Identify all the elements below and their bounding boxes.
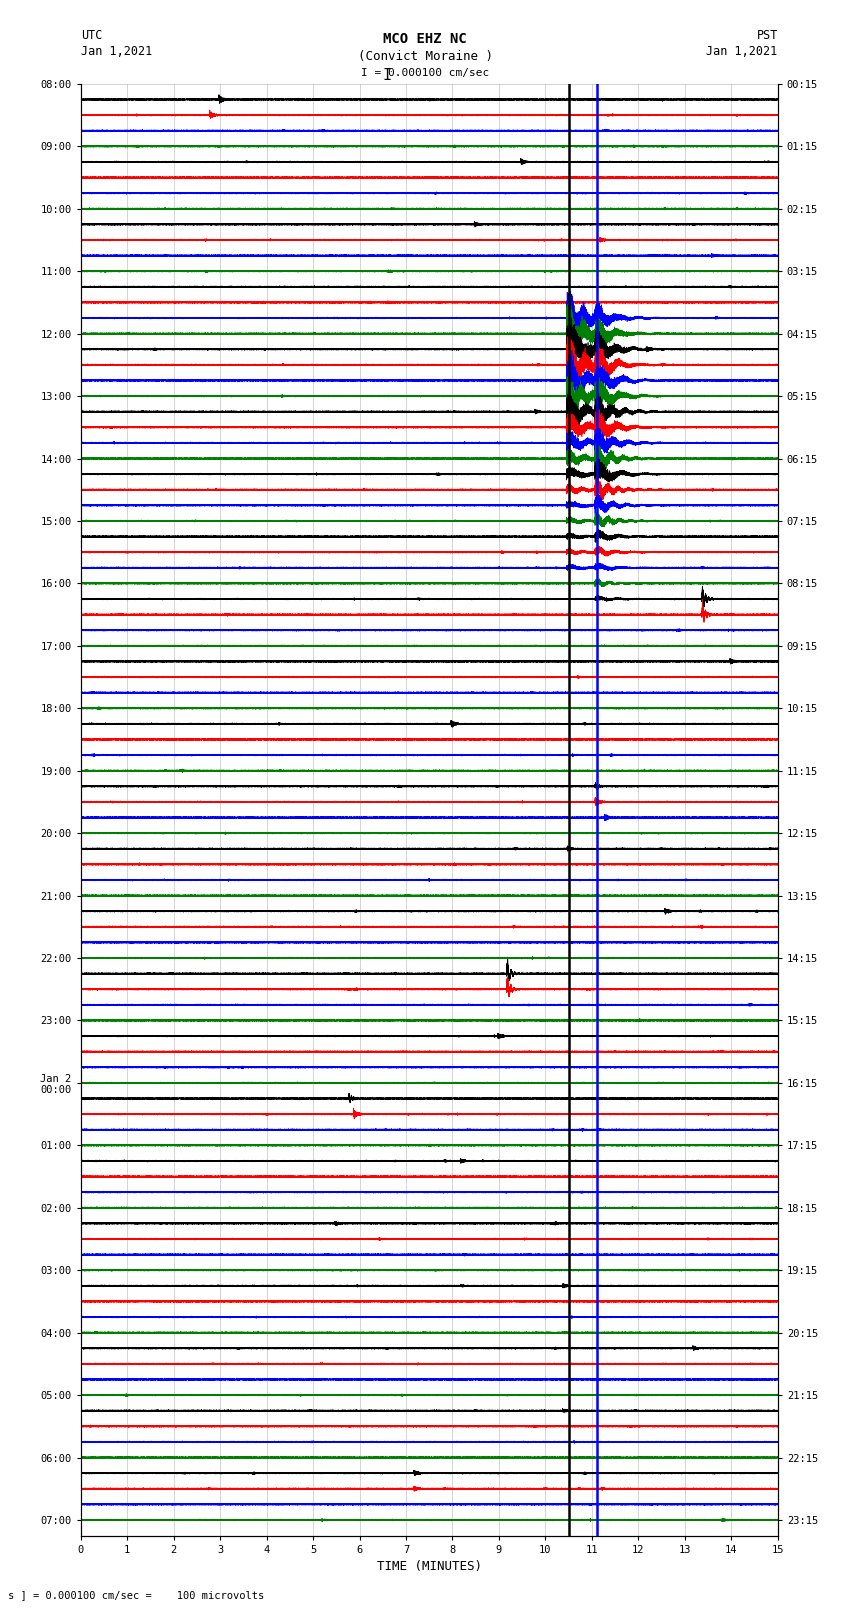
Text: (Convict Moraine ): (Convict Moraine ) <box>358 50 492 63</box>
Text: I = 0.000100 cm/sec: I = 0.000100 cm/sec <box>361 68 489 77</box>
Text: MCO EHZ NC: MCO EHZ NC <box>383 32 467 47</box>
Text: Jan 1,2021: Jan 1,2021 <box>706 45 778 58</box>
Text: Jan 1,2021: Jan 1,2021 <box>81 45 152 58</box>
Text: UTC: UTC <box>81 29 102 42</box>
X-axis label: TIME (MINUTES): TIME (MINUTES) <box>377 1560 482 1573</box>
Text: PST: PST <box>756 29 778 42</box>
Text: I: I <box>382 68 391 82</box>
Text: s ] = 0.000100 cm/sec =    100 microvolts: s ] = 0.000100 cm/sec = 100 microvolts <box>8 1590 264 1600</box>
